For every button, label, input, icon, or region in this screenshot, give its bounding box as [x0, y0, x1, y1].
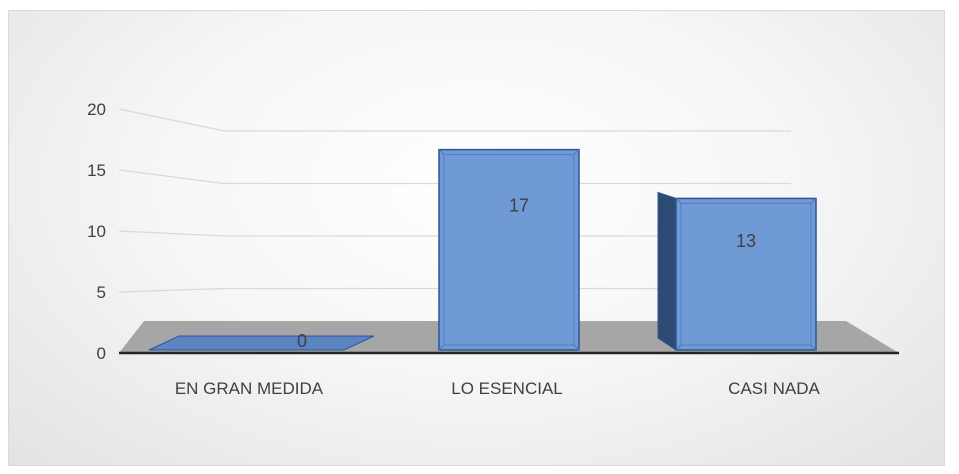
- y-tick-label: 5: [97, 283, 106, 302]
- bar-bevel-corner: [675, 198, 682, 204]
- y-tick-label: 20: [87, 100, 106, 119]
- bar: [675, 197, 817, 351]
- bar-bevel-corner: [573, 344, 580, 351]
- bar-chart: 0 5 10 15 20 0 17 13 EN GRAN MEDIDA LO ESENCIAL CA…: [87, 100, 899, 398]
- data-label: 17: [509, 196, 529, 216]
- data-label: 0: [297, 331, 307, 351]
- bar: [148, 335, 375, 351]
- bar: [438, 148, 580, 351]
- gridline: [118, 230, 791, 237]
- gridline: [118, 169, 791, 185]
- bar-group: [657, 191, 817, 351]
- gridline: [118, 287, 791, 293]
- bar-bevel-corner: [810, 344, 817, 351]
- chart-area: 0 5 10 15 20 0 17 13 EN GRAN MEDIDA LO ESENCIAL CA…: [8, 10, 945, 466]
- bar-bevel-corner: [438, 344, 445, 351]
- gridline: [118, 108, 791, 132]
- y-tick-label: 15: [87, 161, 106, 180]
- bar-side: [657, 191, 677, 351]
- x-tick-label: LO ESENCIAL: [451, 379, 563, 398]
- bar-bevel-corner: [438, 149, 445, 155]
- bar-group: [438, 148, 580, 351]
- x-tick-label: CASI NADA: [728, 379, 820, 398]
- data-label: 13: [736, 231, 756, 251]
- bar-bevel-corner: [573, 149, 580, 155]
- bar-bevel-corner: [810, 198, 817, 204]
- y-tick-label: 10: [87, 222, 106, 241]
- y-tick-label: 0: [97, 344, 106, 363]
- bar-group: [148, 335, 375, 351]
- x-tick-label: EN GRAN MEDIDA: [175, 379, 324, 398]
- bar-bevel-corner: [675, 344, 682, 351]
